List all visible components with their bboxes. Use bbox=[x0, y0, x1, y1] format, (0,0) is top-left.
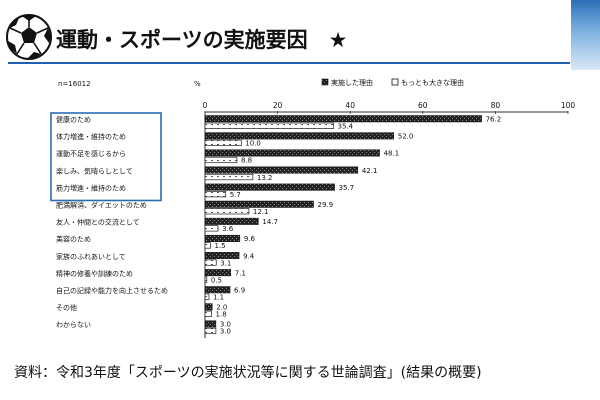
bar-main-reason bbox=[204, 242, 211, 249]
bar-value-label: 10.0 bbox=[245, 140, 261, 148]
bar-main-reason bbox=[204, 310, 212, 317]
bar-chart: n=16012% 実施した理由 もっとも大きな理由 0 20 40 60 80 100 健康のため… bbox=[50, 78, 576, 339]
bar-implemented bbox=[204, 183, 335, 191]
bar-value-label: 7.1 bbox=[235, 269, 246, 277]
bar-implemented bbox=[204, 149, 380, 157]
bar-value-label: 48.1 bbox=[384, 150, 400, 158]
bar-implemented bbox=[204, 132, 395, 140]
bar-implemented bbox=[204, 320, 217, 328]
sample-size-label: n=16012 bbox=[58, 80, 91, 88]
corner-image bbox=[571, 0, 600, 70]
bar-value-label: 2.0 bbox=[216, 304, 227, 312]
category-label: 家族のふれあいとして bbox=[56, 252, 126, 261]
source-note: 資料：令和3年度「スポーツの実施状況等に関する世論調査」(結果の概要) bbox=[14, 365, 482, 381]
bar-implemented bbox=[204, 217, 259, 225]
title-bar: 運動・スポーツの実施要因 ★ bbox=[0, 0, 600, 70]
bar-value-label: 42.1 bbox=[362, 167, 378, 175]
bar-main-reason bbox=[204, 139, 242, 146]
bar-value-label: 29.9 bbox=[318, 201, 334, 209]
x-tick-label: 80 bbox=[491, 101, 501, 110]
category-label: 精神の修養や訓練のため bbox=[56, 269, 133, 278]
legend-label-implemented: 実施した理由 bbox=[331, 78, 373, 87]
highlight-box bbox=[50, 112, 162, 202]
legend-label-main-reason: もっとも大きな理由 bbox=[401, 78, 464, 87]
bar-value-label: 3.0 bbox=[220, 328, 231, 336]
bar-value-label: 3.0 bbox=[220, 321, 231, 329]
bar-value-label: 1.8 bbox=[216, 311, 227, 319]
x-tick-label: 60 bbox=[418, 101, 428, 110]
bar-value-label: 3.6 bbox=[222, 225, 234, 233]
x-tick-label: 40 bbox=[345, 101, 355, 110]
bar-main-reason bbox=[204, 276, 208, 283]
category-label: 筋力増進・維持のため bbox=[56, 183, 126, 192]
bar-value-label: 1.5 bbox=[214, 242, 225, 250]
bar-value-label: 9.6 bbox=[244, 235, 256, 243]
bar-main-reason bbox=[204, 191, 227, 198]
category-label: 運動不足を感じるから bbox=[56, 149, 126, 158]
category-label: その他 bbox=[56, 303, 77, 312]
bar-main-reason bbox=[204, 259, 217, 266]
bar-value-label: 9.4 bbox=[243, 252, 255, 260]
category-label: 楽しみ、気晴らしとして bbox=[56, 166, 133, 175]
x-tick-label: 0 bbox=[203, 101, 208, 110]
bar-value-label: 0.5 bbox=[211, 276, 222, 284]
bar-main-reason bbox=[204, 156, 238, 164]
bar-main-reason bbox=[204, 327, 217, 335]
bar-main-reason bbox=[204, 122, 334, 129]
bar-implemented bbox=[204, 115, 482, 123]
unit-label: % bbox=[194, 80, 201, 88]
bar-main-reason bbox=[204, 225, 219, 232]
legend-swatch-main-reason bbox=[391, 78, 399, 86]
category-label: わからない bbox=[56, 321, 91, 329]
page-title: 運動・スポーツの実施要因 ★ bbox=[56, 28, 348, 52]
title-underline bbox=[8, 62, 570, 64]
bar-value-label: 35.7 bbox=[339, 184, 355, 192]
category-label: 健康のため bbox=[56, 115, 91, 124]
category-label: 肥満解消、ダイエットのため bbox=[56, 201, 147, 210]
category-label: 体力増進・維持のため bbox=[56, 132, 126, 141]
bar-main-reason bbox=[204, 173, 254, 181]
category-label: 自己の記録や能力を向上させるため bbox=[56, 286, 168, 295]
bar-value-label: 35.4 bbox=[338, 123, 354, 131]
bar-implemented bbox=[204, 252, 240, 260]
bar-value-label: 3.1 bbox=[220, 259, 231, 267]
category-label: 友人・仲間との交流として bbox=[56, 218, 140, 227]
bar-implemented bbox=[204, 234, 241, 242]
soccer-ball-icon bbox=[6, 14, 52, 60]
bar-value-label: 14.7 bbox=[262, 218, 278, 226]
bar-value-label: 76.2 bbox=[486, 116, 502, 124]
bar-value-label: 1.1 bbox=[213, 294, 224, 302]
bar-value-label: 6.9 bbox=[234, 287, 245, 295]
bar-implemented bbox=[204, 166, 359, 174]
x-tick-label: 20 bbox=[273, 101, 283, 110]
bar-value-label: 5.7 bbox=[230, 191, 241, 199]
bar-implemented bbox=[204, 269, 232, 277]
bar-value-label: 8.8 bbox=[241, 157, 252, 165]
legend-swatch-implemented bbox=[321, 78, 329, 86]
bar-main-reason bbox=[204, 293, 210, 300]
bar-value-label: 52.0 bbox=[398, 133, 414, 141]
bar-main-reason bbox=[204, 208, 250, 215]
bar-implemented bbox=[204, 303, 213, 311]
bar-implemented bbox=[204, 286, 231, 294]
bar-implemented bbox=[204, 200, 314, 208]
bar-value-label: 13.2 bbox=[257, 174, 273, 182]
x-tick-label: 100 bbox=[561, 101, 576, 110]
bar-value-label: 12.1 bbox=[253, 208, 269, 216]
category-label: 美容のため bbox=[56, 235, 91, 244]
